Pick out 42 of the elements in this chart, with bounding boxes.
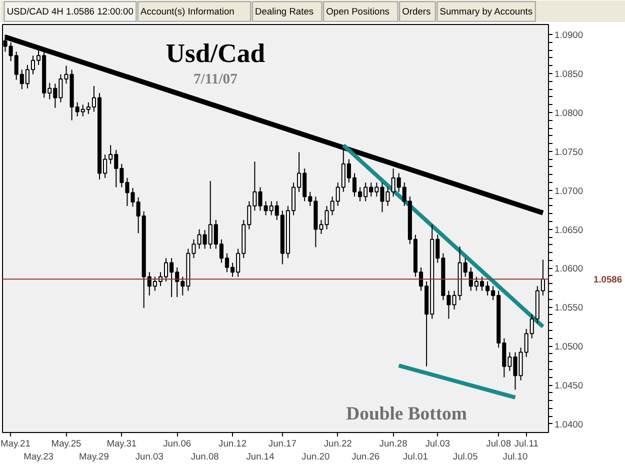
text: Usd/Cad [166, 38, 266, 68]
x-tick-label: Jun.22 [324, 438, 352, 448]
y-tick-label: 1.0900 [554, 30, 584, 40]
x-tick-label: Jun.28 [379, 438, 408, 448]
x-tick-label: Jul.05 [452, 452, 478, 462]
x-tick-label: Jun.20 [302, 452, 330, 462]
x-tick-label: Jun.26 [352, 452, 380, 462]
x-tick-label: May.29 [79, 452, 109, 462]
x-tick-label: Jul.08 [486, 438, 512, 448]
y-tick-label: 1.0850 [554, 69, 584, 80]
y-tick-label: 1.0400 [554, 419, 584, 430]
x-tick-label: Jul.01 [403, 452, 428, 462]
x-tick-label: Jun.12 [218, 438, 247, 448]
x-tick-label: Jun.08 [190, 452, 219, 462]
x-tick-label: Jul.11 [514, 438, 538, 448]
text: 7/11/07 [193, 72, 238, 88]
x-tick-label: May.31 [106, 438, 137, 448]
x-tick-label: Jun.14 [246, 452, 274, 462]
text: Orders [402, 6, 432, 16]
y-tick-label: 1.0450 [554, 380, 584, 391]
y-tick-label: 1.0750 [554, 146, 584, 157]
x-tick-label: May.21 [0, 438, 30, 448]
x-tick-label: Jul.10 [502, 452, 528, 462]
text: Dealing Rates [254, 6, 314, 16]
y-tick-label: 1.0650 [554, 224, 584, 235]
y-tick-label: 1.0800 [554, 108, 584, 118]
annotation: Double Bottom [346, 403, 468, 424]
y-tick-label: 1.0600 [554, 264, 584, 274]
x-tick-label: Jun.03 [135, 452, 164, 462]
text: Summary by Accounts [440, 6, 533, 16]
x-tick-label: May.25 [51, 438, 82, 448]
text: Account(s) Information [140, 6, 234, 16]
y-tick-label: 1.0500 [554, 342, 584, 352]
text: Open Positions [326, 6, 390, 16]
y-tick-label: 1.0550 [554, 302, 584, 313]
y-tick-label: 1.0700 [554, 186, 584, 196]
x-tick-label: May.23 [24, 452, 54, 462]
ref-line-label: 1.0586 [594, 274, 622, 285]
x-tick-label: Jun.17 [268, 438, 296, 448]
text: USD/CAD 4H 1.0586 12:00:00 [6, 6, 134, 16]
x-tick-label: Jul.03 [425, 438, 450, 448]
x-tick-label: Jun.06 [163, 438, 192, 448]
